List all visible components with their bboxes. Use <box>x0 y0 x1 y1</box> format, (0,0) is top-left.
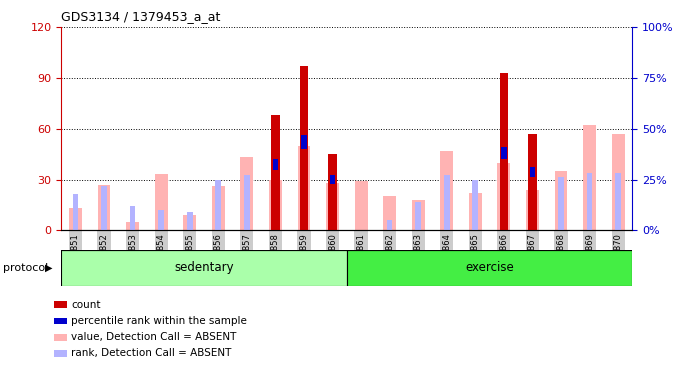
Text: value, Detection Call = ABSENT: value, Detection Call = ABSENT <box>71 332 237 342</box>
Bar <box>583 125 596 230</box>
Bar <box>555 171 567 230</box>
Bar <box>500 73 508 230</box>
Bar <box>328 154 337 230</box>
Text: sedentary: sedentary <box>174 262 234 274</box>
Bar <box>387 220 392 230</box>
Bar <box>587 174 592 230</box>
Bar <box>155 174 167 230</box>
Text: percentile rank within the sample: percentile rank within the sample <box>71 316 248 326</box>
Bar <box>98 185 110 230</box>
Bar <box>61 250 347 286</box>
Bar <box>300 66 308 230</box>
Bar <box>558 177 564 230</box>
Bar <box>298 146 310 230</box>
Bar <box>69 209 82 230</box>
Bar <box>469 193 481 230</box>
Bar <box>130 206 135 230</box>
Bar <box>330 175 335 184</box>
Bar <box>415 202 421 230</box>
Text: count: count <box>71 300 101 310</box>
Bar <box>269 180 282 230</box>
Text: GDS3134 / 1379453_a_at: GDS3134 / 1379453_a_at <box>61 10 220 23</box>
Bar <box>615 174 621 230</box>
Text: exercise: exercise <box>465 262 514 274</box>
Bar <box>73 194 78 230</box>
Bar <box>355 181 367 230</box>
Bar <box>184 215 196 230</box>
Text: protocol: protocol <box>3 263 49 273</box>
Bar <box>244 175 250 230</box>
Bar <box>384 197 396 230</box>
Bar <box>271 115 279 230</box>
Text: ▶: ▶ <box>45 263 52 273</box>
Bar <box>273 159 278 170</box>
Bar <box>441 151 453 230</box>
Bar <box>526 190 539 230</box>
Bar <box>212 186 224 230</box>
Bar <box>216 180 221 230</box>
Bar <box>101 185 107 230</box>
Bar <box>187 212 192 230</box>
Bar <box>126 222 139 230</box>
Text: rank, Detection Call = ABSENT: rank, Detection Call = ABSENT <box>71 348 232 358</box>
Bar <box>412 200 424 230</box>
Bar <box>301 135 307 149</box>
Bar <box>530 167 535 177</box>
Bar <box>528 134 537 230</box>
Bar <box>473 180 478 230</box>
Bar <box>158 210 164 230</box>
Bar <box>498 162 510 230</box>
Bar <box>241 157 253 230</box>
Bar <box>347 250 632 286</box>
Bar <box>444 175 449 230</box>
Bar <box>612 134 624 230</box>
Bar <box>501 147 507 159</box>
Bar <box>326 183 339 230</box>
